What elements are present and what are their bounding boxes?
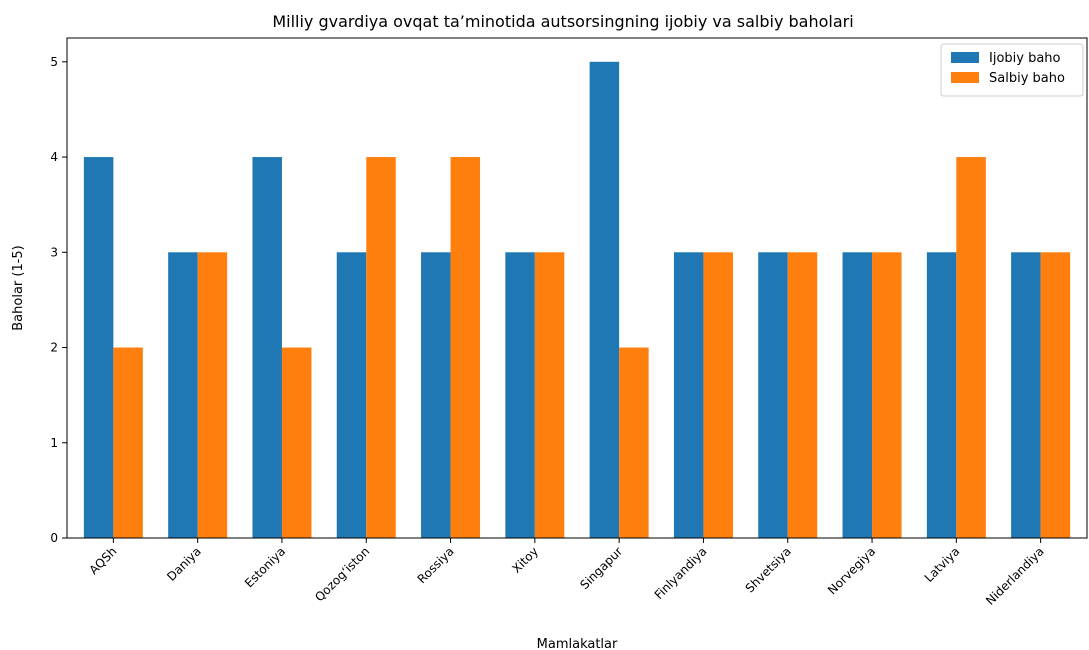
bar-salbiy-10 [956,157,986,539]
y-axis: 0 1 2 3 4 5 [50,55,67,545]
bar-ijobiy-9 [842,252,873,539]
x-axis-label: Mamlakatlar [537,637,618,650]
x-tick-label: Niderlandiya [983,544,1047,608]
bar-salbiy-4 [450,157,481,539]
bar-ijobiy-8 [758,252,788,539]
bar-salbiy-5 [534,252,565,539]
bar-salbiy-7 [703,252,733,539]
y-tick-label: 0 [50,531,58,545]
bar-salbiy-3 [366,157,396,539]
bar-ijobiy-10 [926,252,957,539]
x-tick-label: Xitoy [509,544,541,576]
x-tick-label: Norvegiya [825,544,878,597]
legend-label: Ijobiy baho [989,51,1061,66]
bar-salbiy-9 [872,252,902,539]
x-tick-label: Qozog‘iston [312,544,372,604]
x-tick-label: Shvetsiya [743,544,794,595]
bar-salbiy-1 [197,252,228,539]
legend-swatch [951,52,979,63]
bar-ijobiy-6 [589,61,620,539]
legend-label: Salbiy baho [989,71,1065,86]
bar-ijobiy-4 [421,252,451,539]
x-tick-label: Finlyandiya [652,544,710,602]
x-tick-label: Singapur [577,544,625,592]
y-tick-label: 2 [50,341,58,355]
plot-bars [83,61,1071,539]
y-tick-label: 1 [50,436,58,450]
bar-salbiy-0 [113,347,143,538]
x-axis: AQSh Daniya Estoniya Qozog‘iston Rossiya Xito… [86,538,1047,608]
bar-ijobiy-7 [673,252,704,539]
chart-title: Milliy gvardiya ovqat ta’minotida autsor… [272,12,853,31]
y-axis-label: Baholar (1-5) [11,245,26,331]
bar-salbiy-11 [1040,252,1071,539]
x-tick-label: Estoniya [242,544,288,590]
plot-frame [66,37,1088,539]
bar-salbiy-2 [281,347,312,538]
bar-salbiy-6 [619,347,649,538]
x-tick-label: AQSh [86,544,119,577]
bar-ijobiy-0 [83,157,114,539]
y-tick-label: 4 [50,150,58,164]
bar-ijobiy-11 [1011,252,1041,539]
y-tick-label: 3 [50,245,58,259]
bar-salbiy-8 [787,252,818,539]
x-tick-label: Daniya [164,544,204,584]
x-tick-label: Latviya [922,544,963,585]
legend: Ijobiy baho Salbiy baho [940,43,1084,97]
x-tick-label: Rossiya [415,544,457,586]
legend-swatch [951,72,979,83]
bar-ijobiy-1 [168,252,198,539]
bar-ijobiy-3 [336,252,367,539]
y-tick-label: 5 [50,55,58,69]
bar-ijobiy-5 [505,252,535,539]
bar-ijobiy-2 [252,157,282,539]
